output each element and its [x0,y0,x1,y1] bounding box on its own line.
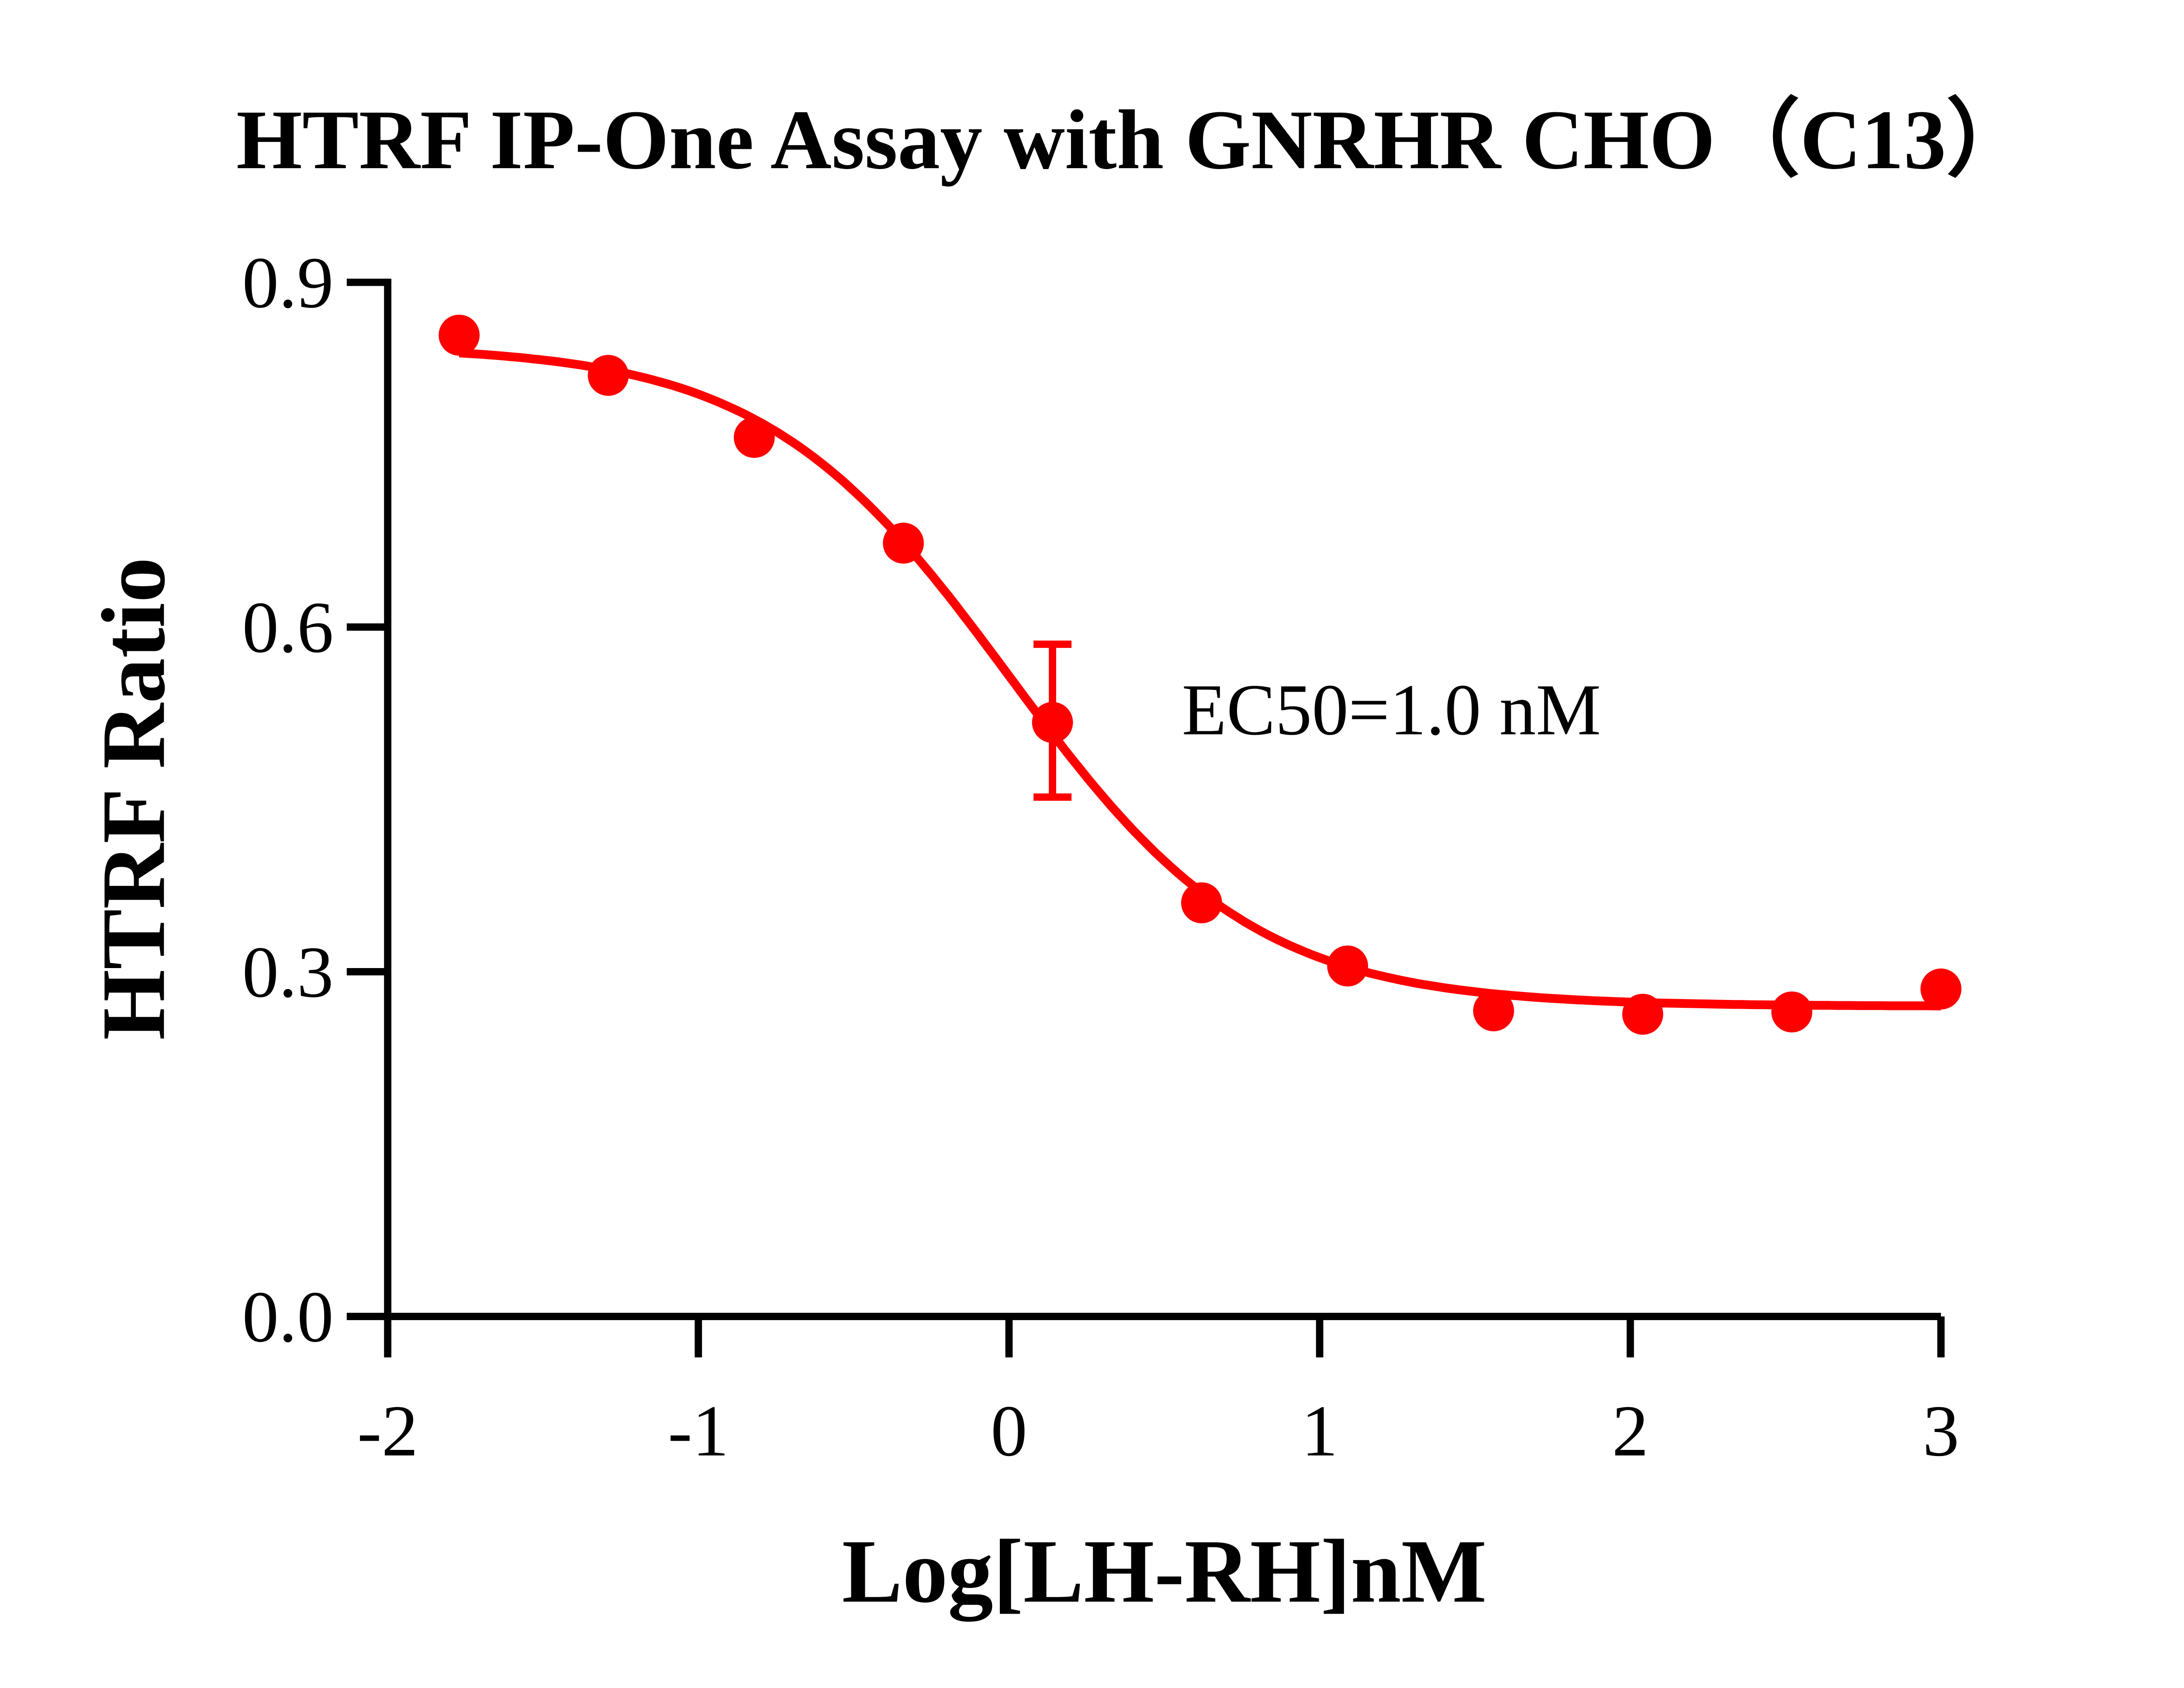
chart-title: HTRF IP-One Assay with GNRHR CHO（C13） [236,93,2031,187]
data-point [1032,702,1073,743]
data-point [587,355,629,396]
data-point [1327,945,1368,987]
data-marks [439,315,1962,1035]
x-tick-label: 1 [1301,1391,1338,1472]
y-tick-label: 0.6 [242,587,333,668]
x-tick-label: 0 [991,1391,1027,1472]
x-axis-title: Log[LH-RH]nM [842,1521,1487,1622]
x-tick-label: 2 [1612,1391,1649,1472]
data-point [733,417,775,458]
x-tick-label: 3 [1923,1391,1959,1472]
x-tick-label: -2 [357,1391,418,1472]
x-tick-label: -1 [668,1391,729,1472]
ec50-annotation: EC50=1.0 nM [1182,670,1601,751]
y-tick-label: 0.9 [242,242,333,323]
y-axis-title: HTRF Ratio [83,557,183,1040]
data-point [883,522,924,564]
data-point [1771,991,1813,1033]
y-tick-label: 0.0 [242,1276,333,1357]
data-point [1473,990,1514,1031]
data-point [439,315,480,356]
data-point [1920,969,1962,1010]
data-point [1622,993,1663,1035]
y-tick-label: 0.3 [242,932,333,1013]
axes: -2 -1 0 1 2 3 0.0 0.3 0.6 0.9 [242,242,1959,1471]
data-point [1181,882,1222,924]
